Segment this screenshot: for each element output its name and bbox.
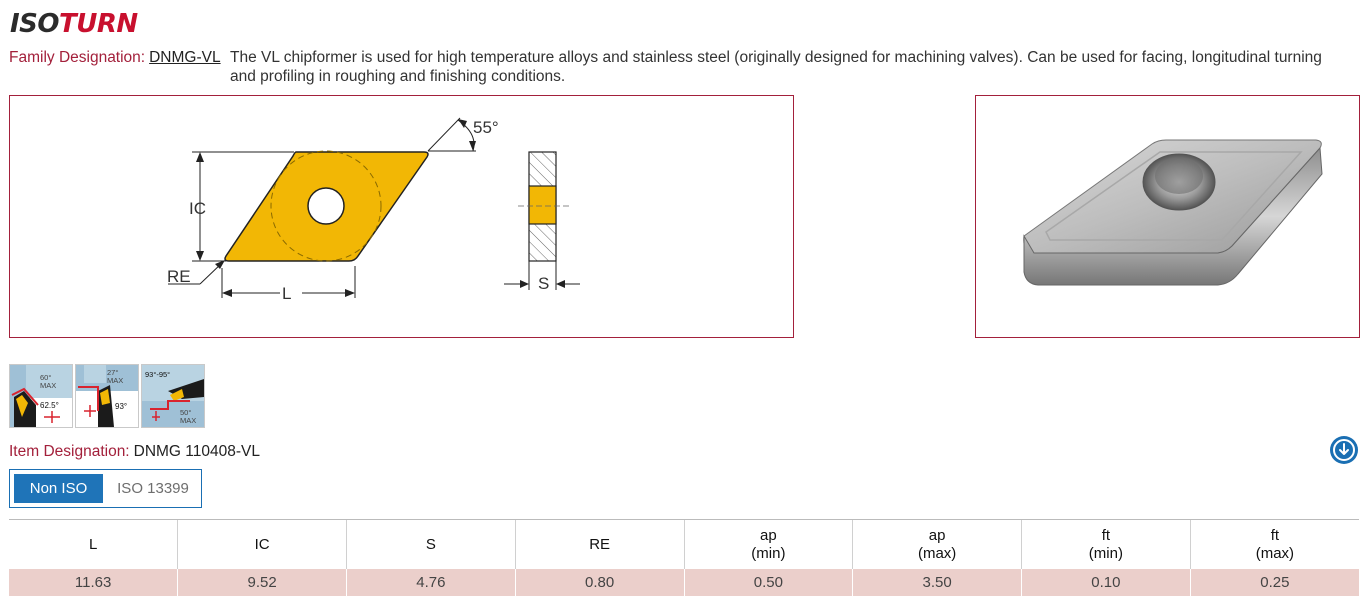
- insert-photo-svg: [1023, 139, 1323, 286]
- side-view-core: [528, 185, 557, 225]
- specification-table: L IC S RE ap (min) ap (max) ft (min) ft (max…: [9, 519, 1359, 596]
- thumb3-angle-bottom: 50°: [180, 408, 191, 417]
- item-value: DNMG 110408-VL: [133, 443, 260, 460]
- brand-logo-part1: ISO: [10, 9, 60, 39]
- thumb3-range: 93°-95°: [145, 370, 170, 379]
- thumb1-angle-top: 60°: [40, 373, 51, 382]
- column-header: RE: [514, 519, 684, 569]
- application-thumb-1[interactable]: 60° MAX 62.5°: [9, 364, 73, 428]
- table-row: 11.63 9.52 4.76 0.80 0.50 3.50 0.10 0.25: [9, 569, 1359, 596]
- table-cell: 3.50: [852, 569, 1022, 596]
- tab-non-iso[interactable]: Non ISO: [14, 474, 103, 503]
- table-cell: 0.50: [683, 569, 853, 596]
- technical-drawing: IC L RE 55° S: [9, 95, 794, 338]
- thumb2-max: MAX: [107, 376, 123, 385]
- thumb1-angle: 62.5°: [40, 401, 59, 410]
- ic-label: IC: [189, 199, 206, 218]
- insert-drawing-svg: IC L RE 55° S: [167, 117, 580, 303]
- table-cell: 0.80: [514, 569, 684, 596]
- thumb3-max: MAX: [180, 416, 196, 425]
- table-cell: 0.10: [1021, 569, 1191, 596]
- column-header: ft (max): [1189, 519, 1359, 569]
- standard-tabs: Non ISO ISO 13399: [9, 469, 202, 508]
- column-header: L: [9, 519, 178, 569]
- column-header: ap (max): [852, 519, 1022, 569]
- table-cell: 0.25: [1189, 569, 1359, 596]
- family-label: Family Designation:: [9, 49, 146, 66]
- application-thumb-2[interactable]: 27° MAX 93°: [75, 364, 139, 428]
- column-header: S: [346, 519, 516, 569]
- family-description-line2: and profiling in roughing and finishing …: [230, 68, 566, 85]
- inscribed-circle: [270, 150, 382, 262]
- family-code-link[interactable]: DNMG-VL: [149, 49, 221, 66]
- table-header-row: L IC S RE ap (min) ap (max) ft (min) ft (max…: [9, 519, 1359, 569]
- column-header: ap (min): [683, 519, 853, 569]
- thumb2-angle-top: 27°: [107, 368, 118, 377]
- item-designation: Item Designation: DNMG 110408-VL: [9, 443, 260, 461]
- item-label: Item Designation:: [9, 443, 130, 460]
- insert-side-face: [1023, 146, 1323, 286]
- s-label: S: [538, 274, 549, 293]
- family-designation: Family Designation: DNMG-VL The VL chipfo…: [9, 48, 1364, 85]
- insert-hole: [307, 187, 345, 225]
- thumb2-angle: 93°: [115, 402, 127, 411]
- column-header: ft (min): [1021, 519, 1191, 569]
- family-description-line1: The VL chipformer is used for high tempe…: [230, 49, 1322, 66]
- brand-logo-part2: TURN: [59, 9, 138, 39]
- table-cell: 4.76: [346, 569, 516, 596]
- l-label: L: [282, 284, 291, 303]
- brand-logo: ISOTURN: [10, 8, 138, 40]
- thumb1-max: MAX: [40, 381, 56, 390]
- table-cell: 11.63: [9, 569, 178, 596]
- download-button[interactable]: [1330, 436, 1358, 464]
- angle-label: 55°: [473, 118, 499, 137]
- tab-iso-13399[interactable]: ISO 13399: [117, 480, 189, 497]
- re-label: RE: [167, 267, 191, 286]
- column-header: IC: [177, 519, 347, 569]
- table-cell: 9.52: [177, 569, 347, 596]
- insert-photo: [975, 95, 1360, 338]
- application-thumb-3[interactable]: 93°-95° 50° MAX: [141, 364, 205, 428]
- download-icon: [1333, 439, 1355, 461]
